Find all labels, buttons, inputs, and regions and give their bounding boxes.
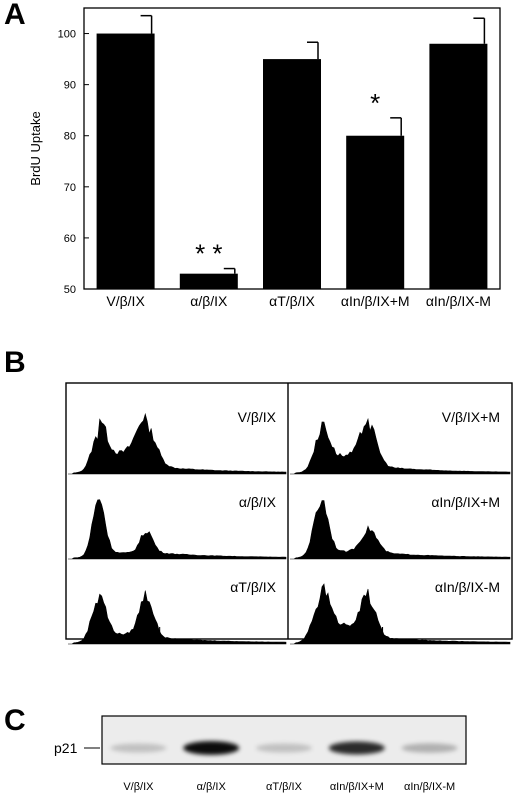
blot-band	[110, 743, 167, 753]
y-tick-label: 70	[64, 182, 76, 194]
y-tick-label: 90	[64, 80, 76, 92]
dna-content-label: 2N	[319, 624, 336, 639]
bar	[179, 273, 238, 289]
dna-content-label: 2N	[97, 624, 114, 639]
blot-band	[401, 743, 458, 753]
flow-histogram-label: αIn/β/IX-M	[435, 579, 500, 595]
blot-lane-label: V/β/IX	[123, 781, 154, 793]
y-tick-label: 60	[64, 233, 76, 245]
x-category-label: αT/β/IX	[269, 293, 315, 309]
x-category-label: α/β/IX	[190, 293, 228, 309]
flow-histogram	[68, 590, 287, 645]
y-axis-label: BrdU Uptake	[28, 111, 43, 185]
bar	[263, 59, 321, 289]
blot-lane-label: α/β/IX	[197, 781, 227, 793]
bar	[346, 135, 405, 289]
western-blot-panel: V/β/IX α/β/IX αT/β/IX αIn/β/IX+M αIn/β/IX-M p…	[54, 715, 467, 793]
blot-lane-label: αT/β/IX	[266, 781, 303, 793]
brdu-bar-chart: 50 60 70 80 90 100 BrdU Uptake V/β/IX * * α/β/IX α…	[28, 7, 501, 309]
x-category-label: αIn/β/IX-M	[426, 293, 491, 309]
dna-content-label: 4N	[145, 624, 162, 639]
y-tick-label: 50	[64, 284, 76, 296]
blot-marker-label: p21	[54, 740, 78, 756]
flow-frame	[65, 382, 513, 640]
significance-marker: *	[370, 88, 380, 118]
flow-histogram	[290, 500, 511, 560]
bar	[96, 33, 155, 289]
chart-bars	[96, 14, 488, 289]
dna-content-label: 4N	[367, 624, 384, 639]
flow-histogram	[290, 583, 511, 645]
panel-label-b: B	[4, 346, 26, 379]
flow-histogram	[68, 499, 287, 560]
panel-label-a: A	[4, 0, 26, 31]
blot-lane-label: αIn/β/IX+M	[330, 781, 384, 793]
flow-histogram	[68, 412, 287, 475]
flow-histogram-label: V/β/IX+M	[442, 409, 500, 425]
blot-band	[256, 743, 312, 753]
blot-lane-label: αIn/β/IX-M	[404, 781, 455, 793]
chart-labels: 50 60 70 80 90 100 BrdU Uptake V/β/IX * * α/β/IX α…	[28, 29, 491, 309]
flow-cytometry-panel: V/β/IX α/β/IX αT/β/IX V/β/IX+M αIn/β/IX+M αIn…	[65, 382, 513, 645]
y-tick-label: 80	[64, 131, 76, 143]
x-category-label: V/β/IX	[106, 293, 145, 309]
significance-marker: * *	[195, 239, 222, 269]
flow-histogram	[290, 417, 511, 475]
flow-histogram-label: α/β/IX	[239, 494, 277, 510]
panel-label-c: C	[4, 704, 26, 737]
flow-histogram-label: αT/β/IX	[230, 579, 276, 595]
bar	[429, 43, 488, 289]
x-category-label: αIn/β/IX+M	[341, 293, 410, 309]
blot-band	[183, 741, 240, 755]
blot-membrane	[101, 715, 467, 765]
blot-band	[328, 741, 385, 755]
y-tick-label: 100	[58, 29, 76, 41]
flow-histogram-label: V/β/IX	[238, 409, 277, 425]
flow-histogram-label: αIn/β/IX+M	[431, 494, 500, 510]
